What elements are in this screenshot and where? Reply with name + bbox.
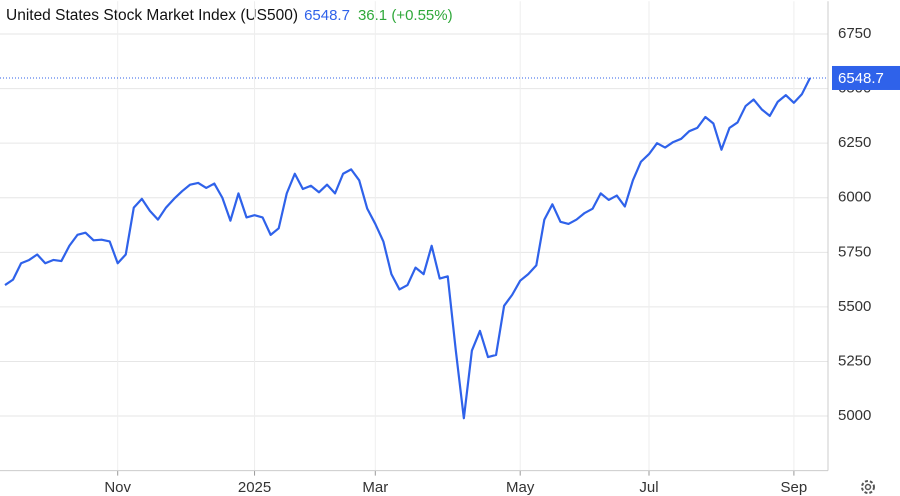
y-tick-label: 5250	[838, 352, 871, 369]
last-price-box	[832, 65, 900, 90]
y-tick-label: 6750	[838, 25, 871, 42]
x-tick-label: 2025	[238, 479, 271, 496]
last-price-label: 6548.7	[838, 70, 884, 87]
x-tick-label: May	[506, 479, 535, 496]
price-line	[4, 77, 811, 420]
x-tick-label: Mar	[362, 479, 388, 496]
y-tick-label: 5000	[838, 407, 871, 424]
chart-title: United States Stock Market Index (US500)	[6, 7, 298, 24]
gear	[861, 480, 875, 494]
x-tick-label: Jul	[639, 479, 658, 496]
y-tick-label: 6000	[838, 189, 871, 206]
settings-icon[interactable]	[861, 480, 875, 494]
gear-hub	[864, 483, 872, 491]
y-tick-label: 5500	[838, 298, 871, 315]
title-change: 36.1 (+0.55%)	[358, 7, 453, 24]
y-tick-label: 6250	[838, 134, 871, 151]
x-tick-label: Sep	[781, 479, 808, 496]
title-price: 6548.7	[304, 7, 350, 24]
y-tick-label: 5750	[838, 243, 871, 260]
x-tick-label: Nov	[104, 479, 131, 496]
